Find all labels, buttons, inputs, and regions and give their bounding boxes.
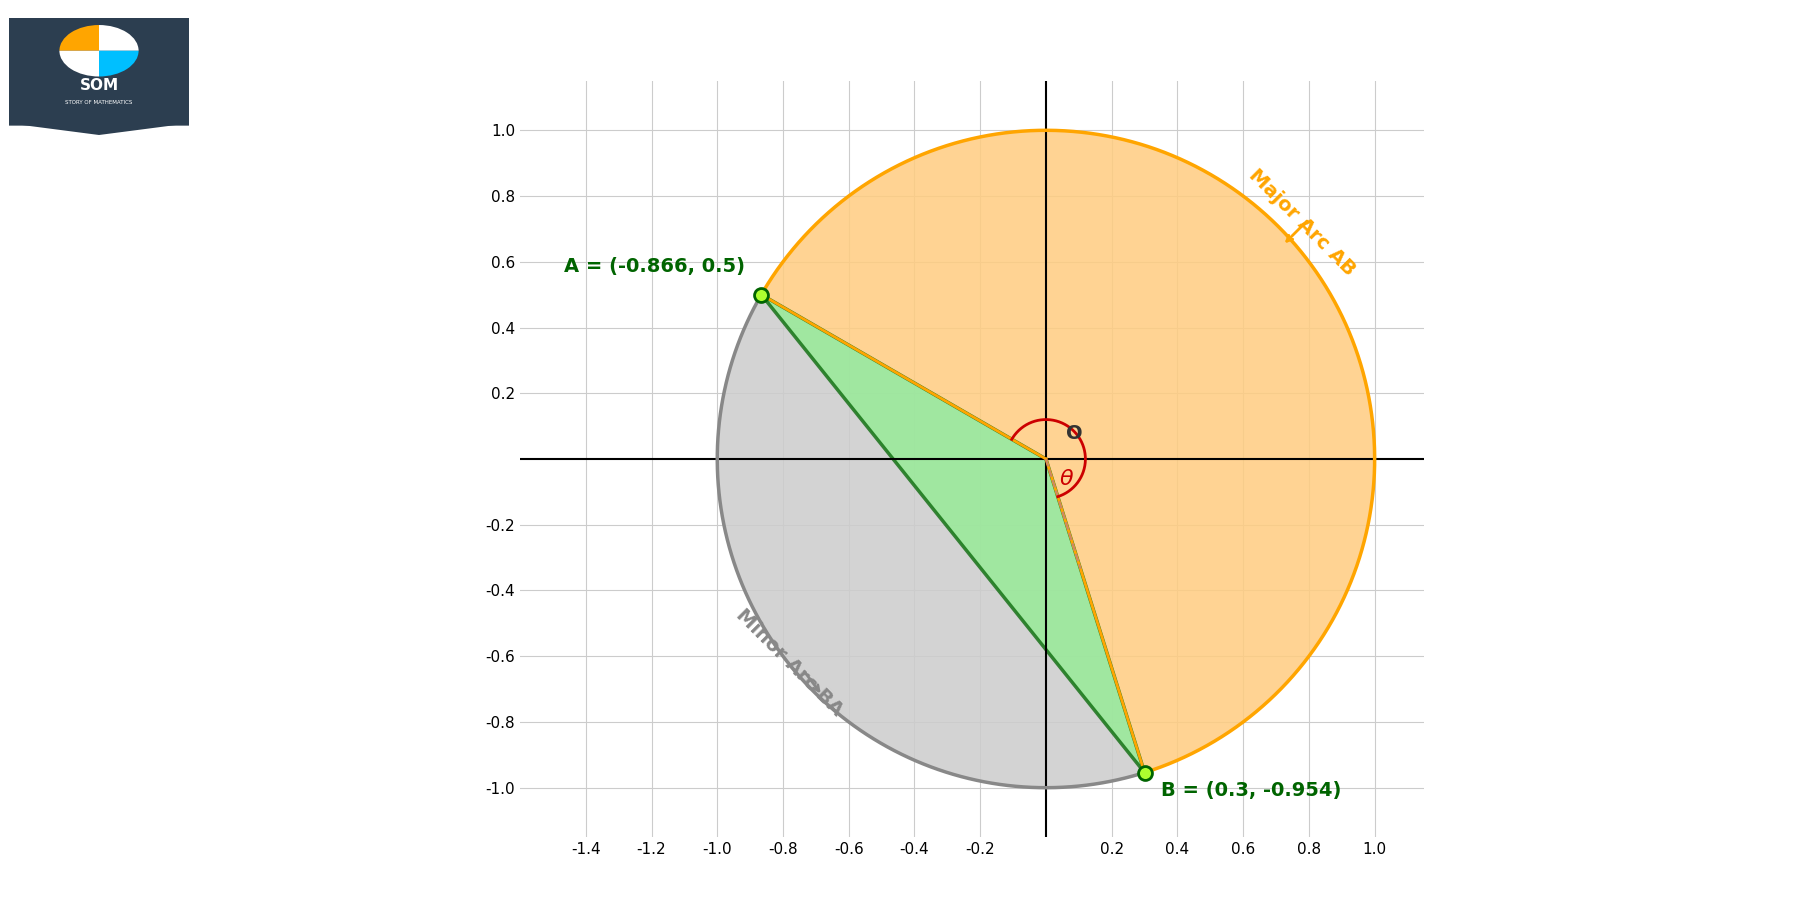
Wedge shape: [59, 50, 99, 76]
Wedge shape: [59, 25, 99, 50]
Polygon shape: [9, 123, 189, 135]
Text: B = (0.3, -0.954): B = (0.3, -0.954): [1161, 780, 1341, 799]
Wedge shape: [761, 130, 1375, 772]
Text: O: O: [1066, 424, 1082, 444]
Wedge shape: [716, 294, 1145, 788]
Wedge shape: [99, 50, 139, 76]
Text: SOM: SOM: [79, 78, 119, 94]
FancyBboxPatch shape: [5, 15, 193, 126]
Text: Major Arc AB: Major Arc AB: [1246, 166, 1359, 279]
Wedge shape: [99, 25, 139, 50]
Polygon shape: [761, 294, 1145, 772]
Text: Minor Arc BA: Minor Arc BA: [733, 606, 846, 720]
Text: A = (-0.866, 0.5): A = (-0.866, 0.5): [563, 256, 745, 275]
Text: STORY OF MATHEMATICS: STORY OF MATHEMATICS: [65, 100, 133, 104]
Text: $\theta$: $\theta$: [1058, 469, 1075, 490]
